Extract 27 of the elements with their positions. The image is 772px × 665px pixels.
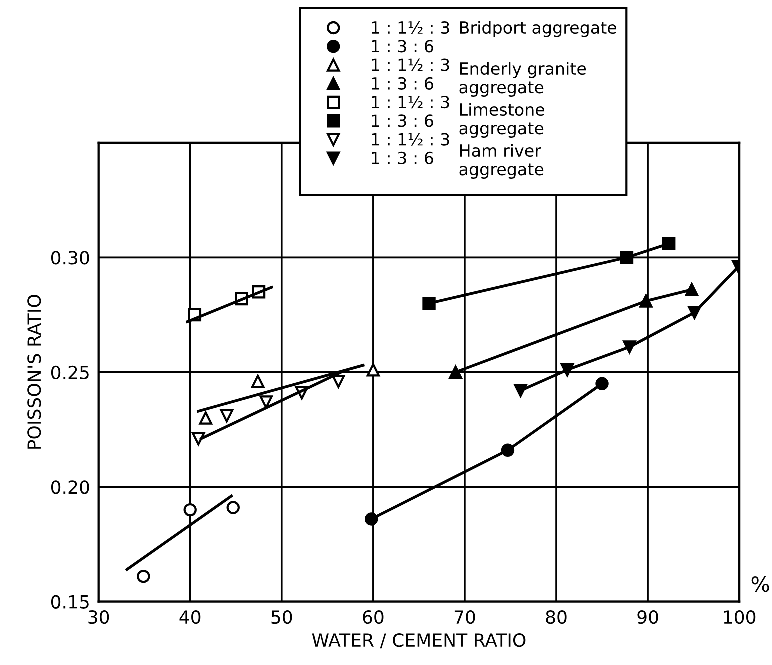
text: Limestone aggregate bbox=[460, 103, 545, 138]
legend-label: 1 : 3 : 6 bbox=[372, 152, 434, 164]
legend-label: 1 : 1½ : 3 bbox=[372, 96, 450, 109]
legend-label: 1 : 1½ : 3 bbox=[372, 58, 450, 72]
y-tick-label: 0.15 bbox=[51, 595, 89, 609]
legend-label: 1 : 3 : 6 bbox=[372, 40, 434, 53]
legend-label: 1 : 3 : 6 bbox=[372, 114, 434, 128]
text: Enderly granite aggregate bbox=[460, 62, 586, 97]
annotation: Ham river aggregate bbox=[460, 144, 544, 179]
y-tick-label: 0.30 bbox=[51, 251, 90, 265]
x-tick-label: 40 bbox=[180, 610, 201, 624]
x-tick-label: 90 bbox=[638, 610, 658, 624]
text: Bridport aggregate bbox=[460, 21, 617, 38]
x-tick-label: 30 bbox=[88, 610, 110, 624]
x-tick-label: 50 bbox=[272, 610, 292, 624]
legend-label: 1 : 1½ : 3 bbox=[372, 21, 450, 34]
x-tick-label: 80 bbox=[546, 610, 567, 624]
x-tick-label: 70 bbox=[454, 610, 476, 624]
x-tick-label: 60 bbox=[363, 610, 384, 624]
y-axis-title: POISSON'S RATIO bbox=[28, 295, 42, 449]
x-axis-title: WATER / CEMENT RATIO bbox=[312, 634, 526, 649]
legend-label: 1 : 1½ : 3 bbox=[372, 133, 450, 146]
legend-label: 1 : 3 : 6 bbox=[372, 77, 434, 90]
x-tick-label: 100 bbox=[724, 610, 756, 624]
text: % bbox=[752, 576, 770, 592]
y-tick-label: 0.20 bbox=[51, 480, 90, 494]
y-tick-label: 0.25 bbox=[51, 366, 89, 380]
